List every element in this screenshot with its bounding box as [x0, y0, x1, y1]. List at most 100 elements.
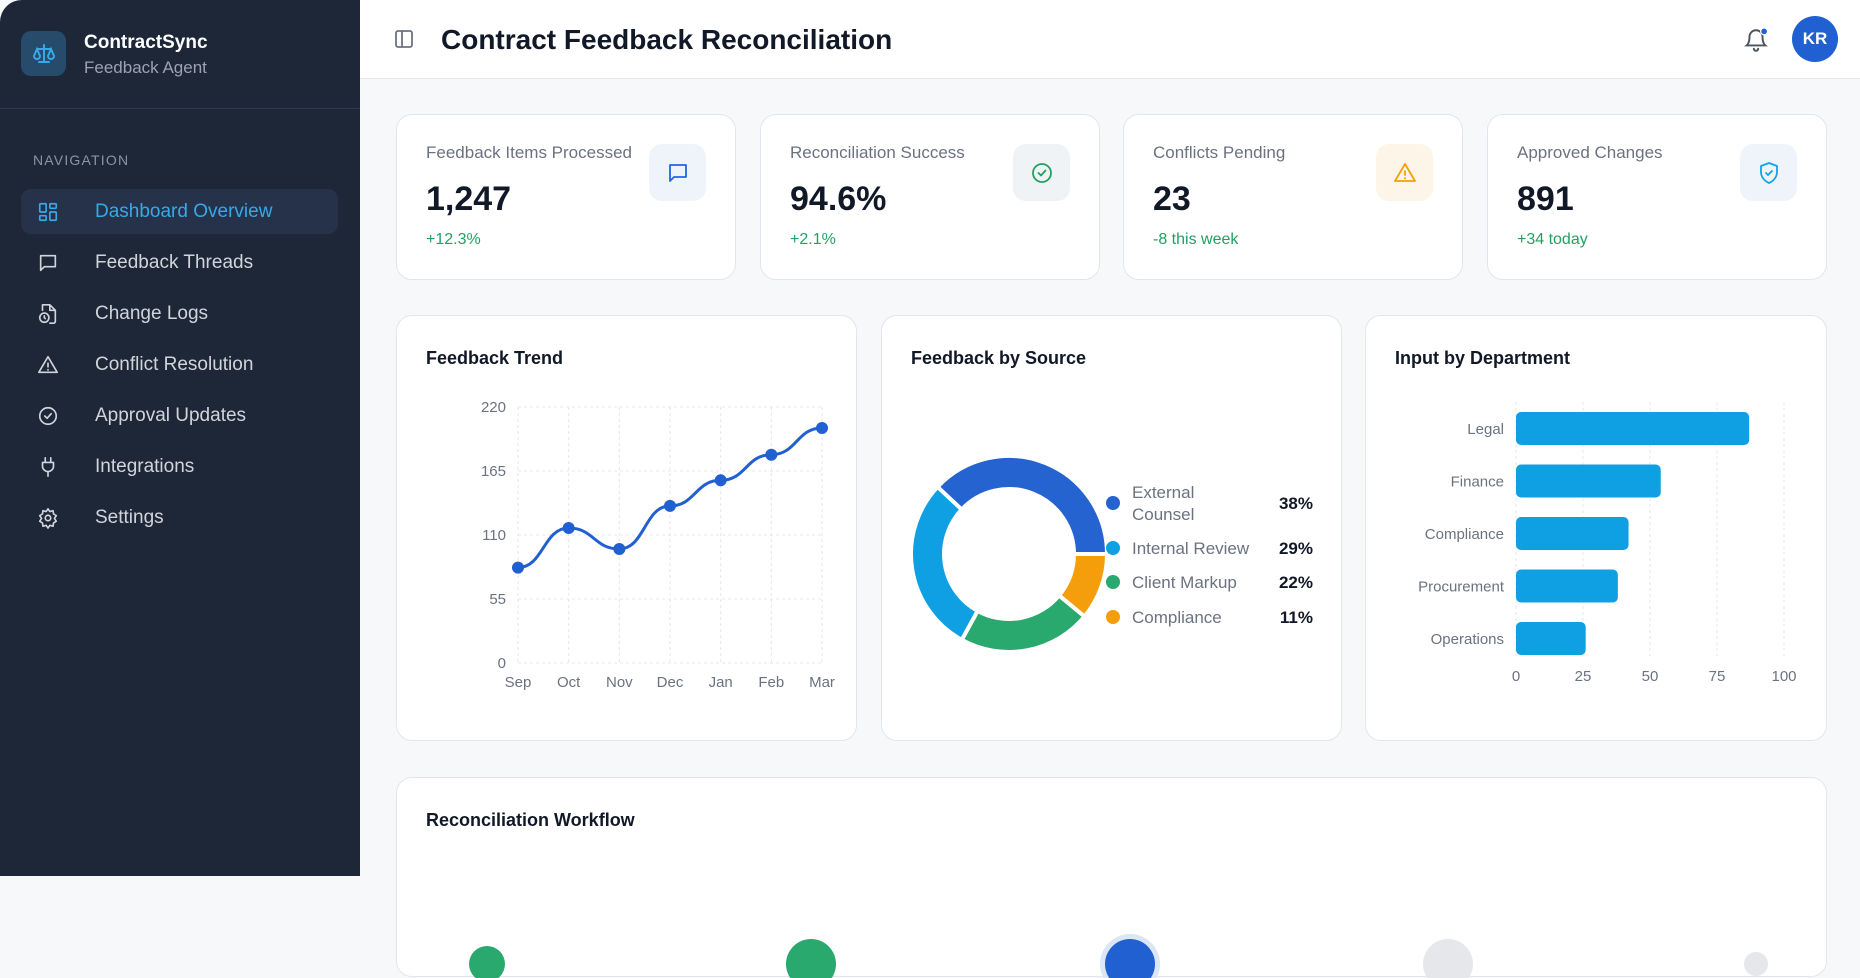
legend-label: Internal Review [1132, 539, 1250, 558]
legend-label: Client Markup [1132, 573, 1237, 592]
legend-dot [1106, 541, 1120, 555]
x-tick-label: 25 [1575, 668, 1592, 685]
stat-value: 1,247 [426, 180, 512, 218]
message-icon [649, 144, 706, 201]
y-tick-label: 110 [482, 527, 506, 544]
data-point [714, 474, 727, 487]
y-tick-label: Legal [1467, 421, 1504, 438]
nav-heading: NAVIGATION [33, 152, 130, 168]
notification-dot [1760, 27, 1769, 36]
x-tick-label: Mar [809, 674, 835, 691]
bar [1516, 464, 1661, 498]
workflow-step-pending [1744, 952, 1768, 976]
legend-value: 11% [1280, 608, 1313, 627]
gear-icon [37, 507, 77, 529]
workflow-steps [469, 934, 1768, 978]
nav-label: Approval Updates [95, 404, 247, 426]
warning-icon [1376, 144, 1433, 201]
x-tick-label: 50 [1642, 668, 1659, 685]
legend-label: Compliance [1132, 608, 1222, 627]
sidebar-item-settings[interactable]: Settings [21, 495, 338, 540]
bell-icon[interactable] [1743, 27, 1769, 53]
legend-dot [1106, 575, 1120, 589]
legend-value: 22% [1279, 573, 1313, 592]
donut-slice [934, 454, 1110, 556]
stat-label: Conflicts Pending [1153, 143, 1286, 162]
nav-label: Settings [95, 506, 164, 528]
sidebar-item-conflict-resolution[interactable]: Conflict Resolution [21, 342, 338, 387]
x-tick-label: Jan [709, 674, 733, 691]
sidebar-toggle-icon[interactable] [394, 29, 414, 49]
nav-label: Feedback Threads [95, 251, 254, 273]
stat-change: +2.1% [790, 231, 836, 248]
message-icon [37, 252, 77, 274]
x-tick-label: Sep [505, 674, 532, 691]
legend-dot [1106, 610, 1120, 624]
nav-label: Integrations [95, 455, 195, 477]
donut-chart: External Counsel 38% Internal Review 29% Clie… [909, 454, 1313, 654]
y-tick-label: 165 [481, 463, 506, 480]
department-input-card: Input by Department 0 25 50 75 100 Legal Finan… [1365, 315, 1827, 741]
stat-label: Feedback Items Processed [426, 143, 632, 162]
x-tick-label: 100 [1771, 668, 1796, 685]
sidebar-item-integrations[interactable]: Integrations [21, 444, 338, 489]
warning-icon [37, 354, 77, 376]
stat-card: Feedback Items Processed 1,247 +12.3% [396, 114, 736, 280]
data-point [512, 561, 524, 574]
donut-slice [959, 592, 1088, 654]
stat-card: Conflicts Pending 23 -8 this week [1123, 114, 1463, 280]
chart-title: Input by Department [1395, 348, 1571, 368]
brand-name: ContractSync [84, 32, 208, 53]
data-point [613, 542, 626, 555]
shield-check-icon [1740, 144, 1797, 201]
file-clock-icon [37, 303, 77, 325]
legend-value: 38% [1279, 494, 1313, 513]
nav-label: Conflict Resolution [95, 353, 254, 375]
data-point [664, 499, 676, 512]
check-circle-icon [37, 405, 77, 427]
y-tick-label: Finance [1451, 474, 1504, 491]
bar-chart: 0 25 50 75 100 Legal Finance Compliance Procurem… [1418, 402, 1797, 685]
workflow-card: Reconciliation Workflow [396, 777, 1827, 978]
stat-card: Approved Changes 891 +34 today [1487, 114, 1827, 280]
legend-label: External Counsel [1132, 483, 1194, 524]
dashboard-icon [37, 201, 77, 223]
y-tick-label: Compliance [1425, 526, 1504, 543]
brand-subtitle: Feedback Agent [84, 58, 207, 77]
nav-label: Change Logs [95, 302, 209, 324]
header: Contract Feedback Reconciliation KR [360, 0, 1860, 79]
y-tick-label: 220 [481, 399, 506, 416]
bar [1516, 517, 1629, 550]
scale-logo-icon [21, 31, 66, 76]
sidebar-item-change-logs[interactable]: Change Logs [21, 291, 338, 336]
avatar[interactable]: KR [1792, 16, 1838, 62]
sidebar-item-dashboard-overview[interactable]: Dashboard Overview [21, 189, 338, 234]
check-circle-icon [1013, 144, 1070, 201]
x-tick-label: Nov [606, 674, 633, 691]
legend-label: External [1132, 483, 1194, 502]
chart-title: Feedback by Source [911, 348, 1087, 368]
bar [1516, 412, 1750, 445]
sidebar-item-approval-updates[interactable]: Approval Updates [21, 393, 338, 438]
stat-card: Reconciliation Success 94.6% +2.1% [760, 114, 1100, 280]
sidebar-item-feedback-threads[interactable]: Feedback Threads [21, 240, 338, 285]
data-point [816, 421, 828, 434]
stat-change: +34 today [1517, 231, 1588, 248]
data-point [765, 448, 778, 461]
stat-label: Approved Changes [1517, 143, 1663, 162]
legend-value: 29% [1279, 539, 1313, 558]
feedback-trend-card: Feedback Trend 0 55 110 165 220 Sep Oct Nov Dec J… [396, 315, 857, 741]
x-tick-label: Oct [557, 674, 581, 691]
stat-label: Reconciliation Success [790, 143, 965, 162]
x-tick-label: Dec [657, 674, 684, 691]
donut-slice [909, 484, 981, 643]
x-tick-label: 75 [1709, 668, 1726, 685]
stat-value: 891 [1517, 180, 1574, 218]
stat-change: +12.3% [426, 231, 481, 248]
x-tick-label: Feb [758, 674, 784, 691]
stat-value: 23 [1153, 180, 1191, 218]
donut-slice [1056, 552, 1110, 620]
chart-title: Feedback Trend [426, 348, 564, 368]
sidebar: ContractSync Feedback Agent NAVIGATION D… [0, 0, 360, 876]
y-tick-label: 0 [498, 655, 506, 672]
